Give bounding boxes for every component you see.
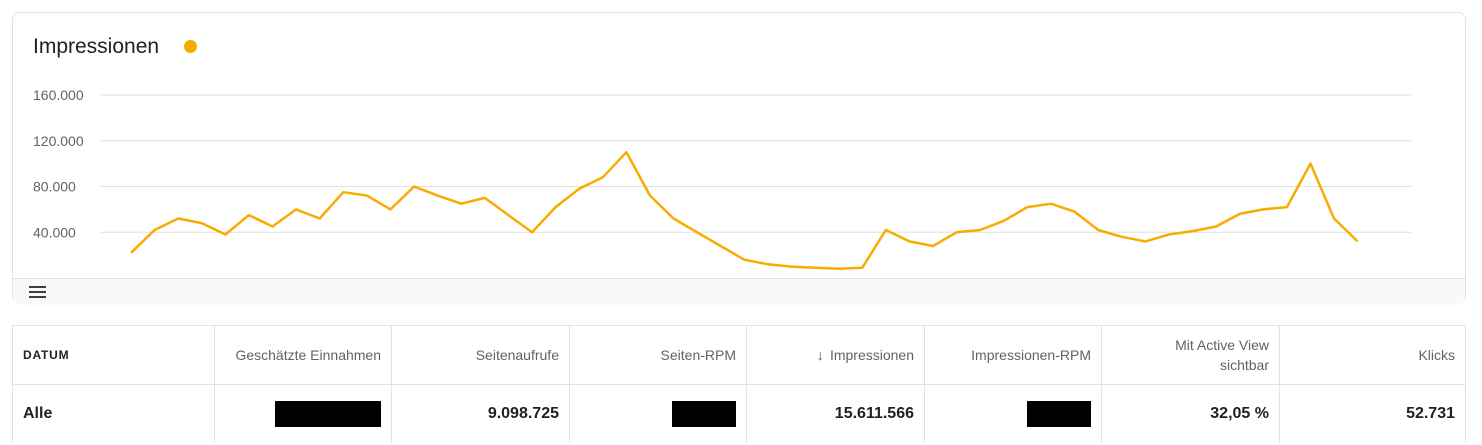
- column-header-active-view-label: Mit Active View sichtbar: [1175, 337, 1269, 373]
- column-header-impressionen[interactable]: ↓ Impressionen: [747, 326, 925, 384]
- value-seitenaufrufe: 9.098.725: [392, 385, 570, 443]
- hamburger-menu-icon[interactable]: [29, 286, 46, 299]
- redacted-einnahmen: [215, 385, 392, 443]
- column-header-klicks[interactable]: Klicks: [1418, 347, 1455, 363]
- impressions-chart-card: Impressionen 40.00080.000120.000160.000J…: [12, 12, 1466, 305]
- column-header-seitenaufrufe[interactable]: Seitenaufrufe: [392, 326, 570, 384]
- series-legend-dot: [184, 40, 197, 53]
- column-header-impressionen-rpm[interactable]: Impressionen-RPM: [925, 326, 1102, 384]
- y-tick-label: 120.000: [33, 133, 84, 149]
- value-klicks: 52.731: [1406, 405, 1455, 422]
- redacted-impressionen-rpm: [925, 385, 1102, 443]
- column-header-seiten-rpm[interactable]: Seiten-RPM: [570, 326, 747, 384]
- value-active-view: 32,05 %: [1102, 385, 1280, 443]
- arrow-down-icon: ↓: [816, 346, 824, 364]
- impressions-series-line[interactable]: [130, 150, 1359, 271]
- column-header-geschaetzte-einnahmen[interactable]: Geschätzte Einnahmen: [215, 326, 392, 384]
- y-tick-label: 160.000: [33, 87, 84, 103]
- chart-title: Impressionen: [33, 35, 160, 58]
- y-tick-label: 40.000: [33, 224, 76, 240]
- report-table: DATUM Geschätzte Einnahmen Seitenaufrufe…: [12, 325, 1466, 443]
- column-header-impressionen-label: Impressionen: [829, 347, 914, 363]
- value-impressionen: 15.611.566: [747, 385, 925, 443]
- table-row: Alle 9.098.725 15.611.566 32,05 % 52.731: [13, 385, 1465, 443]
- redacted-seiten-rpm: [570, 385, 747, 443]
- row-label: Alle: [13, 385, 215, 443]
- column-header-datum[interactable]: DATUM: [13, 326, 215, 384]
- column-header-active-view[interactable]: Mit Active View sichtbar: [1102, 326, 1280, 384]
- table-header-row: DATUM Geschätzte Einnahmen Seitenaufrufe…: [13, 326, 1465, 385]
- y-tick-label: 80.000: [33, 179, 76, 195]
- chart-footer: [13, 278, 1465, 305]
